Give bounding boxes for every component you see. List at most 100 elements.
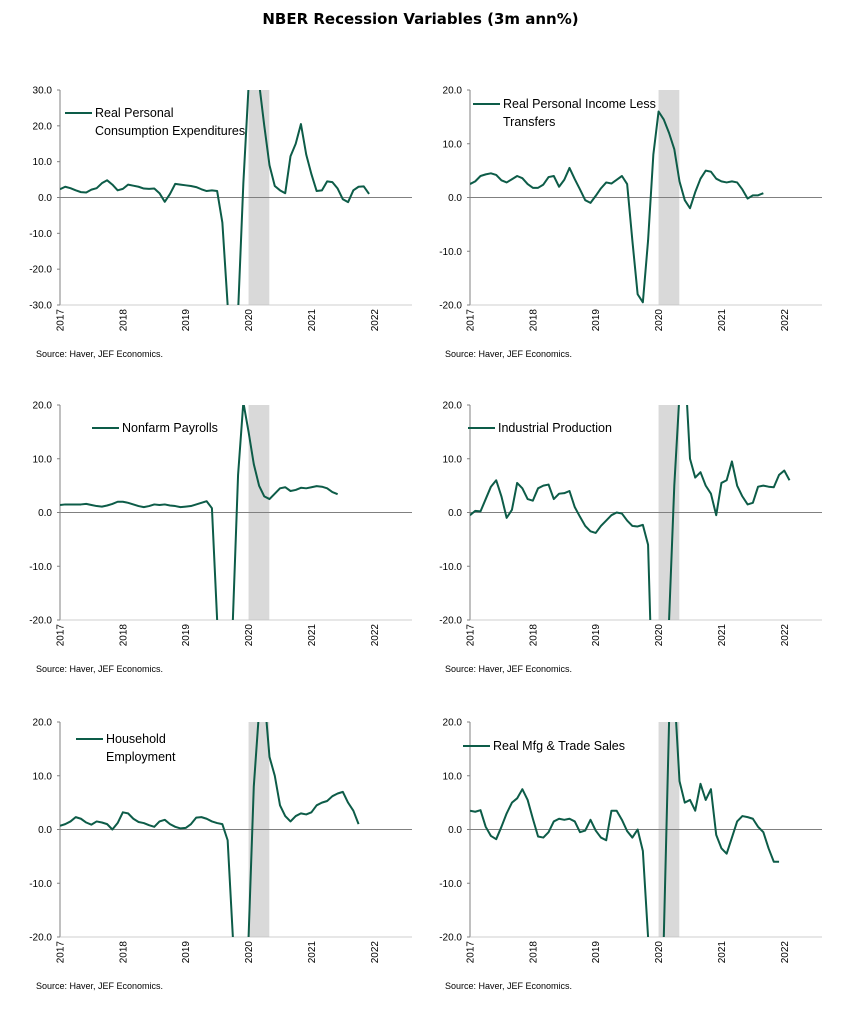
x-tick-label: 2018 [528,624,539,647]
y-tick-label: -20.0 [29,265,52,276]
y-tick-label: -10.0 [29,229,52,240]
legend-label: Industrial Production [498,421,612,435]
series-line [470,110,764,304]
x-tick-label: 2021 [717,309,728,332]
x-tick-label: 2022 [780,941,791,964]
legend-label: Real Personal Income Less [503,97,656,111]
legend-label: Consumption Expenditures [95,124,245,138]
chart-panel-industrial-production: 20.0 10.0 0.0 -10.0 -20.0 2017 2018 2019 2020 202… [410,385,830,705]
chart-panel-household-employment: 20.0 10.0 0.0 -10.0 -20.0 2017 2018 2019 2020 202… [0,702,420,1022]
legend-label: Household [106,732,166,746]
chart-svg: 20.0 10.0 0.0 -10.0 -20.0 2017 2018 2019 2020 202… [439,401,822,647]
x-tick-label: 2018 [528,941,539,964]
x-tick-label: 2020 [654,941,665,964]
source-note: Source: Haver, JEF Economics. [445,349,573,359]
x-tick-label: 2018 [118,624,129,647]
x-tick-label: 2019 [181,624,192,647]
y-tick-label: 20.0 [33,401,53,412]
series-line [60,405,339,620]
y-tick-label: 20.0 [443,718,463,729]
x-tick-label: 2017 [466,941,477,964]
x-tick-label: 2019 [181,941,192,964]
y-tick-label: 10.0 [443,139,463,150]
x-tick-label: 2018 [118,309,129,332]
legend-label: Real Mfg & Trade Sales [493,739,625,753]
x-tick-label: 2022 [780,624,791,647]
y-tick-label: 0.0 [448,825,462,836]
source-note: Source: Haver, JEF Economics. [36,349,164,359]
chart-svg: 20.0 10.0 0.0 -10.0 -20.0 2017 2018 2019 2020 202… [439,86,822,332]
y-tick-label: -20.0 [439,301,462,312]
y-tick-label: 0.0 [38,508,52,519]
x-tick-label: 2020 [244,309,255,332]
y-tick-label: 10.0 [443,771,463,782]
x-tick-label: 2017 [56,941,67,964]
y-tick-label: 20.0 [443,86,463,97]
y-tick-label: 20.0 [33,718,53,729]
y-tick-label: 10.0 [33,157,53,168]
legend-label: Transfers [503,115,555,129]
x-tick-label: 2022 [370,624,381,647]
x-tick-label: 2021 [717,624,728,647]
chart-panel-real-pce: 30.0 20.0 10.0 0.0 -10.0 -20.0 -30.0 2017 2018 20… [0,70,420,390]
y-tick-label: 20.0 [33,121,53,132]
y-tick-label: -20.0 [29,933,52,944]
x-tick-label: 2017 [56,624,67,647]
chart-panel-real-mfg-trade-sales: 20.0 10.0 0.0 -10.0 -20.0 2017 2018 2019 2020 202… [410,702,830,1022]
chart-svg: 20.0 10.0 0.0 -10.0 -20.0 2017 2018 2019 2020 202… [439,718,822,964]
x-tick-label: 2021 [307,941,318,964]
y-tick-label: -10.0 [29,562,52,573]
y-tick-label: -20.0 [439,616,462,627]
legend-label: Real Personal [95,106,174,120]
y-tick-label: -10.0 [439,247,462,258]
x-tick-label: 2021 [717,941,728,964]
x-tick-label: 2021 [307,624,318,647]
x-tick-label: 2018 [528,309,539,332]
chart-svg: 20.0 10.0 0.0 -10.0 -20.0 2017 2018 2019 2020 202… [29,401,412,647]
x-tick-label: 2019 [591,941,602,964]
x-tick-label: 2020 [654,624,665,647]
y-tick-label: 0.0 [38,825,52,836]
chart-svg: 20.0 10.0 0.0 -10.0 -20.0 2017 2018 2019 2020 202… [29,718,412,964]
y-tick-label: 10.0 [443,454,463,465]
y-tick-label: 10.0 [33,771,53,782]
x-tick-label: 2017 [466,624,477,647]
chart-panel-real-income-less-transfers: 20.0 10.0 0.0 -10.0 -20.0 2017 2018 2019 2020 202… [410,70,830,390]
y-tick-label: -20.0 [29,616,52,627]
source-note: Source: Haver, JEF Economics. [36,664,164,674]
x-tick-label: 2017 [466,309,477,332]
series-line [60,90,370,305]
source-note: Source: Haver, JEF Economics. [445,981,573,991]
series-line [470,405,791,620]
x-tick-label: 2019 [181,309,192,332]
legend-label: Employment [106,750,176,764]
x-tick-label: 2017 [56,309,67,332]
x-tick-label: 2022 [780,309,791,332]
x-tick-label: 2022 [370,941,381,964]
x-tick-label: 2019 [591,309,602,332]
source-note: Source: Haver, JEF Economics. [36,981,164,991]
y-tick-label: -10.0 [439,562,462,573]
x-tick-label: 2020 [654,309,665,332]
chart-svg: 30.0 20.0 10.0 0.0 -10.0 -20.0 -30.0 2017 2018 20… [29,86,412,332]
series-line [470,722,780,937]
y-tick-label: -20.0 [439,933,462,944]
x-tick-label: 2022 [370,309,381,332]
x-tick-label: 2020 [244,624,255,647]
y-tick-label: 0.0 [448,508,462,519]
x-tick-label: 2021 [307,309,318,332]
y-tick-label: 0.0 [448,193,462,204]
series-line [60,722,360,937]
y-tick-label: 0.0 [38,193,52,204]
chart-main-title: NBER Recession Variables (3m ann%) [262,10,579,28]
y-tick-label: 10.0 [33,454,53,465]
y-tick-label: 30.0 [33,86,53,97]
source-note: Source: Haver, JEF Economics. [445,664,573,674]
legend-label: Nonfarm Payrolls [122,421,218,435]
x-tick-label: 2018 [118,941,129,964]
y-tick-label: 20.0 [443,401,463,412]
y-tick-label: -10.0 [439,879,462,890]
chart-panel-nonfarm-payrolls: 20.0 10.0 0.0 -10.0 -20.0 2017 2018 2019 2020 202… [0,385,420,705]
y-tick-label: -10.0 [29,879,52,890]
y-tick-label: -30.0 [29,301,52,312]
